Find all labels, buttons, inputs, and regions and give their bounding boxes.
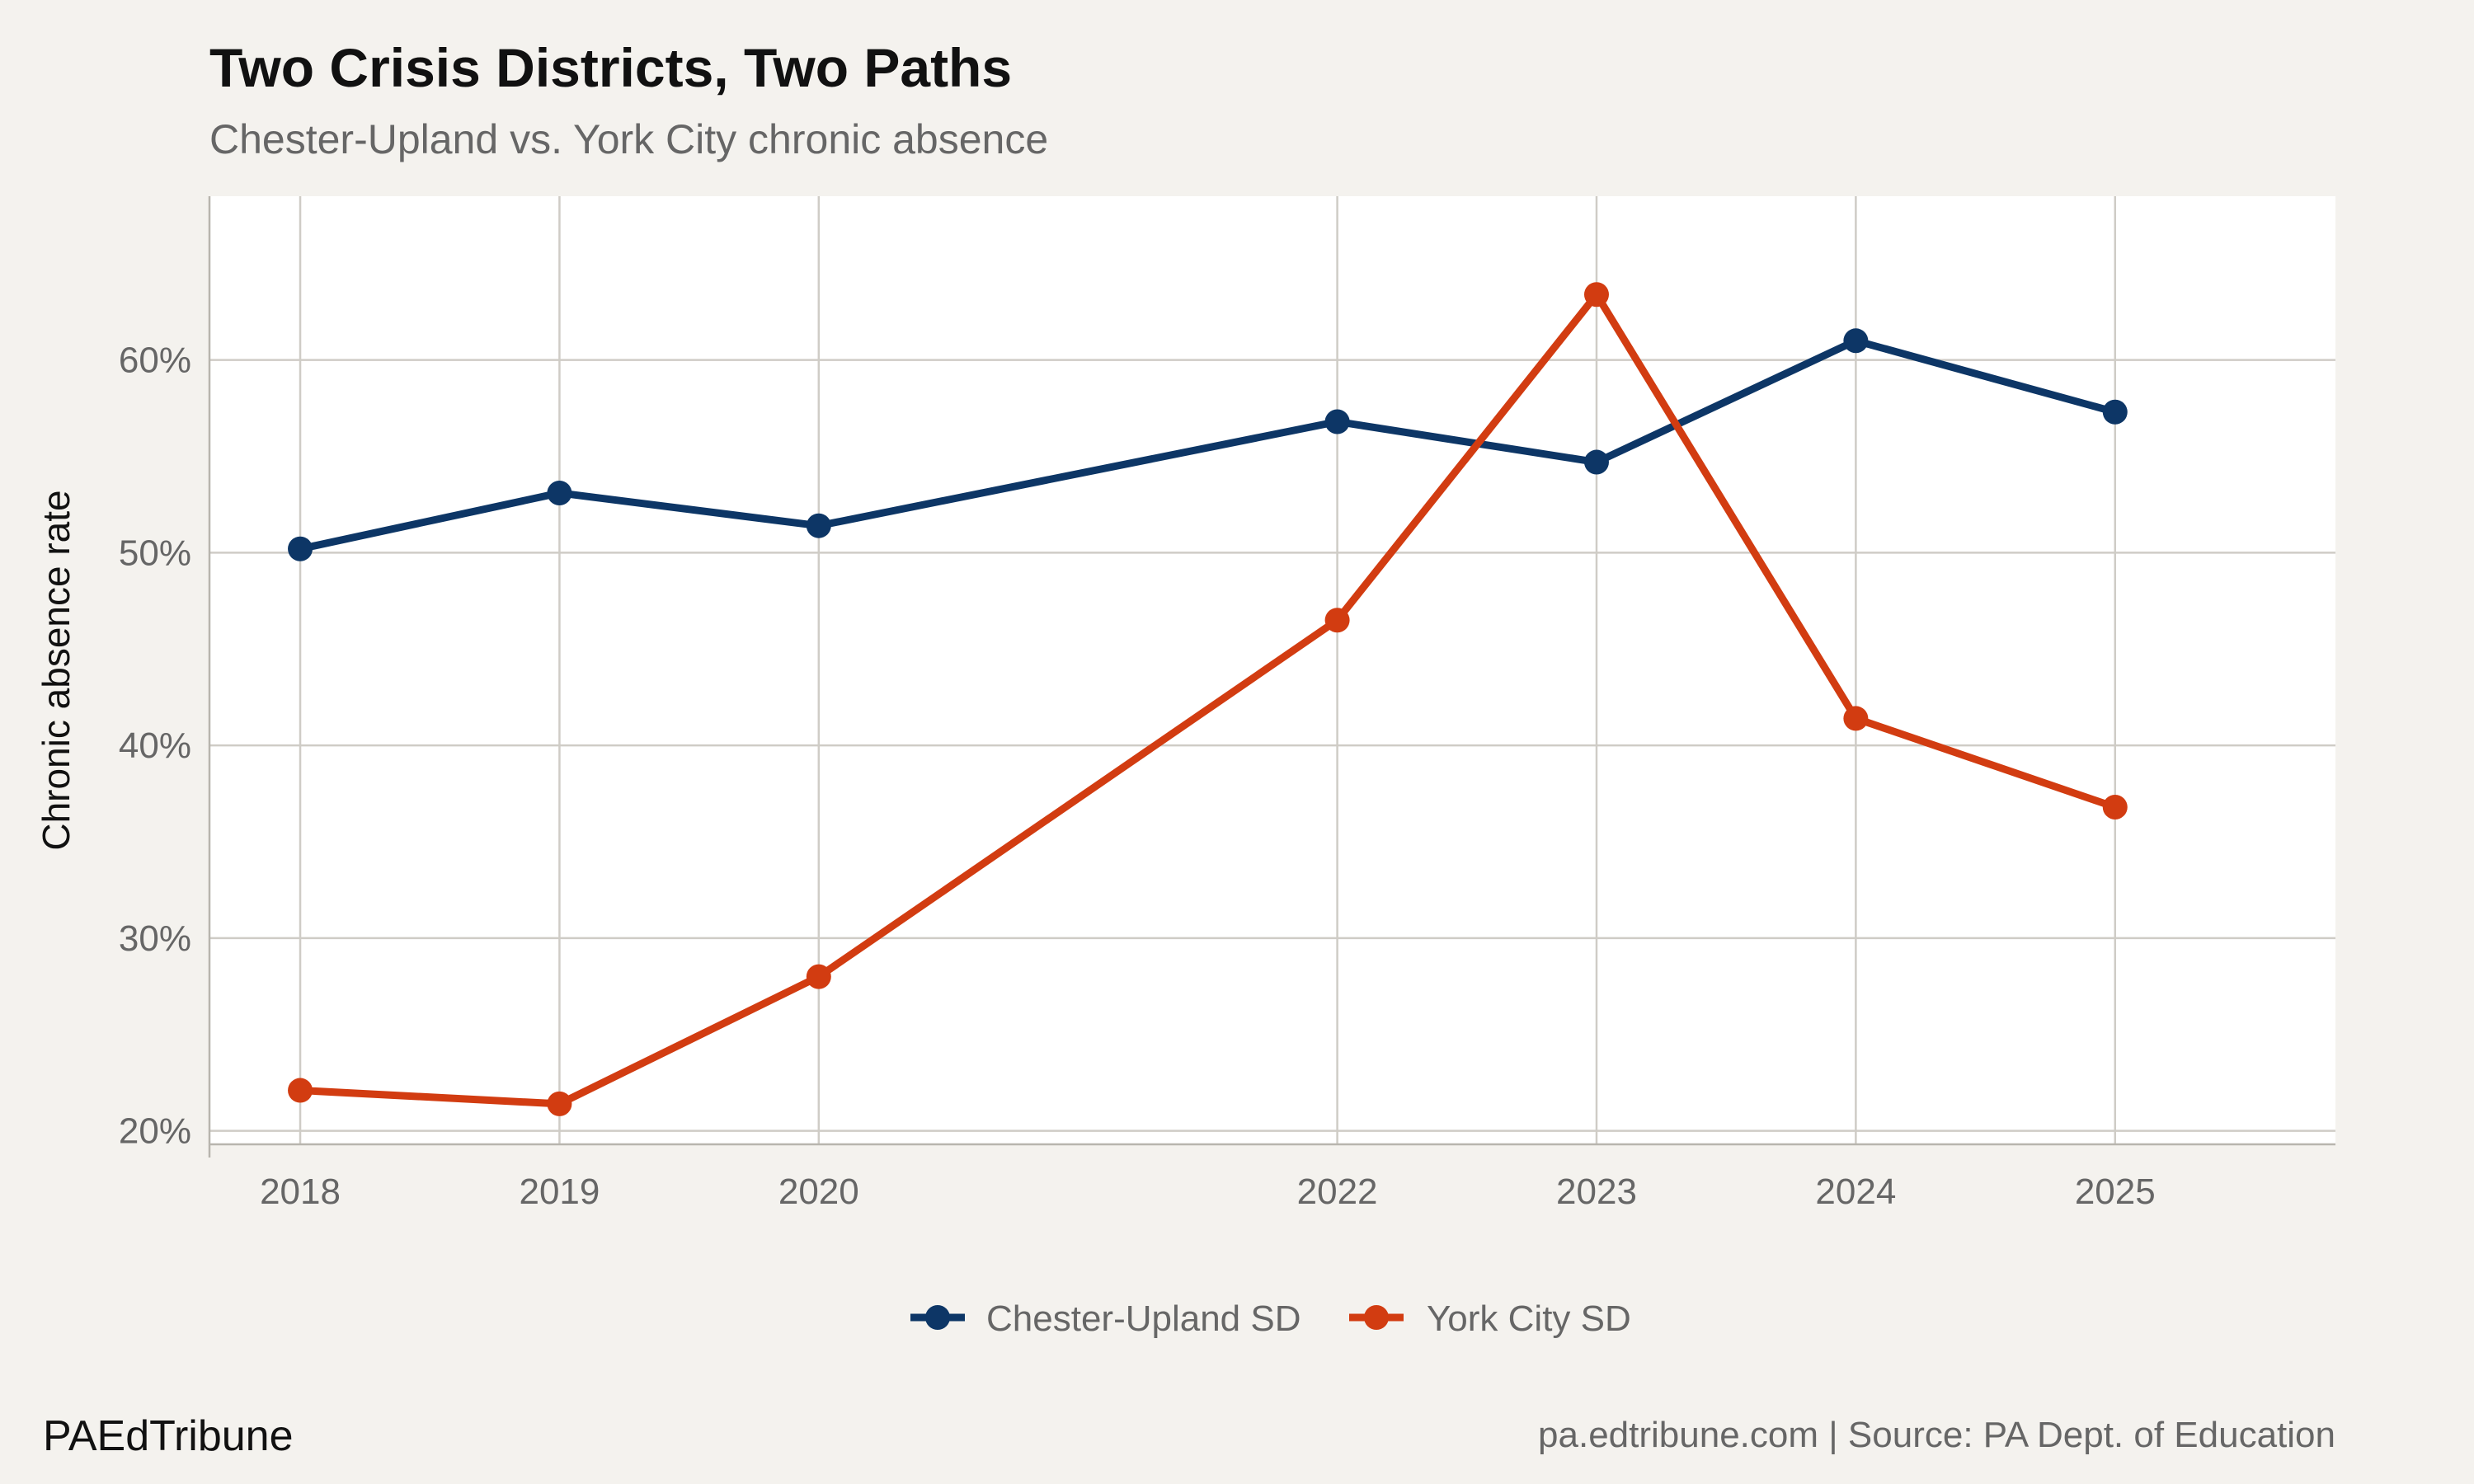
series-2	[288, 282, 2128, 1116]
legend-label: York City SD	[1427, 1298, 1631, 1339]
data-point	[1583, 449, 1609, 475]
x-tick-label: 2020	[778, 1172, 859, 1212]
data-point	[288, 1078, 313, 1103]
data-point	[547, 1091, 572, 1116]
legend-swatch-point	[1364, 1305, 1389, 1330]
legend: Chester-Upland SD York City SD	[910, 1298, 1631, 1339]
source-note: pa.edtribune.com | Source: PA Dept. of E…	[1538, 1415, 2335, 1455]
data-point	[1583, 282, 1609, 308]
x-tick-label: 2023	[1556, 1172, 1637, 1212]
data-point	[1843, 328, 1869, 354]
legend-item: York City SD	[1349, 1298, 1631, 1339]
y-tick-label: 20%	[119, 1111, 191, 1152]
series-layer	[288, 282, 2128, 1116]
legend-swatch-point	[925, 1305, 950, 1330]
plot-background	[209, 196, 2335, 1144]
legend-item: Chester-Upland SD	[910, 1298, 1301, 1339]
y-tick-label: 30%	[119, 918, 191, 959]
data-point	[1843, 706, 1869, 731]
data-point	[806, 964, 831, 989]
axes: 2018 2019 2020 2022 2023 2024 2025 20% 30% 40% 50%…	[35, 196, 2335, 1212]
brand-label: PAEdTribune	[43, 1412, 294, 1460]
data-point	[547, 480, 572, 505]
x-tick-label: 2019	[519, 1172, 600, 1212]
x-tick-label: 2024	[1815, 1172, 1896, 1212]
x-tick-label: 2022	[1297, 1172, 1378, 1212]
data-point	[2102, 399, 2128, 425]
series-1	[288, 328, 2128, 561]
x-tick-label: 2025	[2075, 1172, 2156, 1212]
data-point	[2102, 794, 2128, 819]
y-tick-label: 40%	[119, 726, 191, 766]
grid-lines	[209, 196, 2335, 1144]
data-point	[1324, 608, 1350, 633]
data-point	[1324, 409, 1350, 434]
chart-title: Two Crisis Districts, Two Paths	[209, 37, 1013, 98]
data-point	[288, 536, 313, 561]
y-axis-title: Chronic absence rate	[35, 490, 78, 850]
y-tick-label: 50%	[119, 533, 191, 573]
x-tick-label: 2018	[260, 1172, 341, 1212]
legend-label: Chester-Upland SD	[986, 1298, 1301, 1339]
chart-subtitle: Chester-Upland vs. York City chronic abs…	[209, 116, 1049, 162]
data-point	[806, 513, 831, 538]
y-tick-label: 60%	[119, 340, 191, 381]
